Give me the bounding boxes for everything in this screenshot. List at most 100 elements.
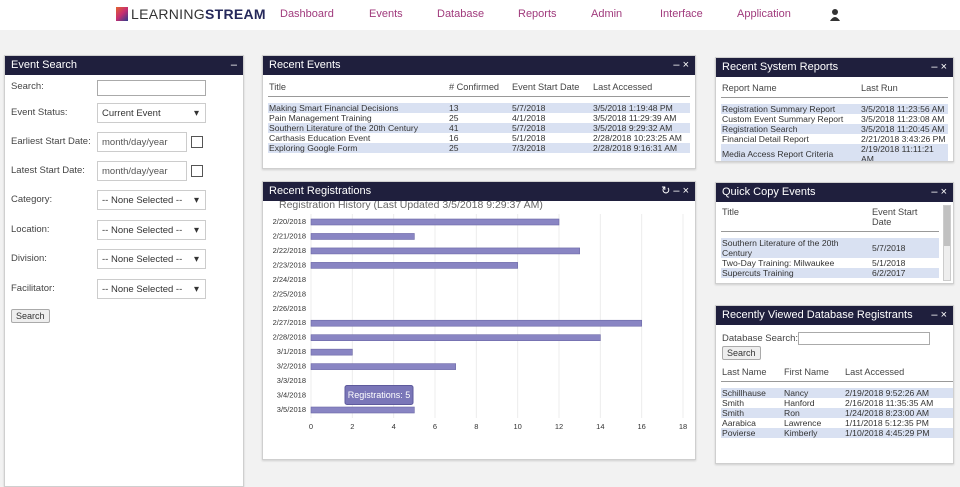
table-row[interactable]: Schillhause Nancy 2/19/2018 9:52:26 AM — [721, 388, 953, 398]
table-cell: 3/5/2018 1:19:48 PM — [592, 103, 690, 113]
table: Last Name First Name Last Accessed Schillha… — [721, 367, 953, 438]
user-icon[interactable] — [829, 8, 841, 21]
scrollbar[interactable] — [943, 205, 951, 281]
table-cell: Southern Literature of the 20th Century — [268, 123, 448, 133]
table-row[interactable]: Financial Detail Report 2/21/2018 3:43:26… — [721, 134, 948, 144]
bar — [310, 363, 456, 370]
column-header: Last Accessed — [844, 367, 953, 382]
system-reports-panel: Recent System Reports – × Report Name Last… — [715, 57, 954, 162]
table-cell: 4/1/2018 — [512, 113, 546, 123]
calendar-button[interactable] — [191, 165, 203, 177]
date-input[interactable]: month/day/year — [97, 161, 187, 181]
search-input[interactable] — [97, 80, 206, 96]
table-row[interactable]: Smith Ron 1/24/2018 8:23:00 AM — [721, 408, 953, 418]
panel-header: Event Search – — [5, 56, 243, 75]
panel-title: Recent Registrations — [269, 185, 372, 197]
header-row: Title # Confirmed Event Start Date Last Acc… — [268, 82, 690, 97]
table-cell: 5/1/2018 — [872, 258, 906, 268]
nav-link[interactable]: Reports — [518, 8, 557, 20]
event-search-panel: Event Search – Search: Event Status: Curren… — [4, 55, 244, 487]
recent-events-panel: Recent Events – × Title # Confirmed Event S… — [262, 55, 696, 169]
table-cell: Registration Summary Report — [721, 104, 860, 114]
table-row[interactable]: Smith Hanford 2/16/2018 11:35:35 AM — [721, 398, 953, 408]
field-label: Category: — [11, 194, 53, 205]
chart-title: Registration History (Last Updated 3/5/2… — [279, 201, 543, 211]
logo-text: LEARNING — [131, 6, 205, 22]
table-row[interactable]: Two-Day Training: Milwaukee 5/1/2018 — [721, 258, 939, 268]
table-row[interactable]: Southern Literature of the 20th Century 5… — [721, 238, 939, 258]
table-row[interactable]: Supercuts Training 6/2/2017 — [721, 268, 939, 278]
nav-link[interactable]: Events — [369, 8, 403, 20]
search-button[interactable]: Search — [722, 346, 761, 360]
table-cell: Nancy — [783, 388, 844, 398]
select[interactable]: -- None Selected -- — [97, 279, 206, 300]
table-cell: 3/5/2018 11:29:39 AM — [593, 113, 677, 123]
select[interactable]: -- None Selected -- — [97, 220, 206, 241]
table-cell: 41 — [448, 123, 511, 133]
date-input[interactable]: month/day/year — [97, 132, 187, 152]
table-cell: Exploring Google Form — [268, 143, 448, 153]
column-header: Last Accessed — [592, 82, 690, 97]
registrants-panel: Recently Viewed Database Registrants – × … — [715, 305, 954, 464]
panel-header: Recently Viewed Database Registrants – × — [716, 306, 953, 325]
table-row[interactable]: Registration Search 3/5/2018 11:20:45 AM — [721, 124, 948, 134]
y-tick-label: 2/25/2018 — [273, 289, 306, 298]
bar — [310, 348, 353, 356]
table-cell: Kimberly — [783, 428, 844, 438]
search-button[interactable]: Search — [11, 309, 50, 323]
table-row[interactable]: Carthasis Education Event 16 5/1/2018 2/28/… — [268, 133, 690, 143]
panel-title: Recent System Reports — [722, 61, 839, 73]
nav-link[interactable]: Database — [437, 8, 485, 20]
select[interactable]: -- None Selected -- — [97, 249, 206, 270]
y-tick-label: 2/27/2018 — [273, 318, 306, 327]
nav-link[interactable]: Admin — [591, 8, 623, 20]
bar — [310, 233, 415, 240]
table-cell: Aarabica — [722, 418, 756, 428]
table-row[interactable]: Pain Management Training 25 4/1/2018 3/5/20… — [268, 113, 690, 123]
field-label: Earliest Start Date: — [11, 136, 91, 147]
y-tick-label: 2/24/2018 — [273, 275, 306, 284]
search-input[interactable] — [798, 332, 930, 345]
panel-title: Quick Copy Events — [722, 186, 816, 198]
calendar-button[interactable] — [191, 136, 203, 148]
table-cell: 25 — [448, 143, 511, 153]
header-row: Report Name Last Run — [721, 83, 948, 98]
table-row[interactable]: Registration Summary Report 3/5/2018 11:2… — [721, 104, 948, 114]
y-tick-label: 2/22/2018 — [273, 246, 306, 255]
table-cell: 7/3/2018 — [511, 143, 592, 153]
table-row[interactable]: Southern Literature of the 20th Century 4… — [268, 123, 690, 133]
field-label: Event Status: — [11, 107, 68, 118]
scroll-thumb[interactable] — [944, 206, 950, 246]
logo[interactable]: LEARNINGSTREAM — [116, 6, 266, 22]
field-label: Latest Start Date: — [11, 165, 85, 176]
nav-link[interactable]: Application — [737, 8, 791, 20]
table-row[interactable]: Exploring Google Form 25 7/3/2018 2/28/2018… — [268, 143, 690, 153]
table-row[interactable]: Poviersе Kimberly 1/10/2018 4:45:29 PM — [721, 428, 953, 438]
table-cell: Custom Event Summary Report — [722, 114, 844, 124]
table-cell: 2/21/2018 3:43:26 PM — [861, 134, 946, 144]
table-cell: Media Access Report Criteria — [721, 144, 860, 161]
field-label: Division: — [11, 253, 47, 264]
select[interactable]: Current Event — [97, 103, 206, 124]
column-header: Last Name — [721, 367, 783, 382]
table-cell: Smith — [721, 408, 783, 418]
bar — [310, 218, 560, 226]
tooltip-box — [344, 385, 414, 406]
table-cell: 5/7/2018 — [511, 103, 592, 113]
table-cell: Making Smart Financial Decisions — [268, 103, 448, 113]
panel-title: Recent Events — [269, 59, 341, 71]
table-cell: 5/1/2018 — [512, 133, 546, 143]
nav-link[interactable]: Interface — [660, 8, 703, 20]
table-cell: 2/28/2018 9:16:31 AM — [592, 143, 690, 153]
nav-link[interactable]: Dashboard — [280, 8, 334, 20]
select[interactable]: -- None Selected -- — [97, 190, 206, 211]
panel-title: Event Search — [11, 59, 78, 71]
table-cell: 1/24/2018 8:23:00 AM — [844, 408, 953, 418]
table-row[interactable]: Custom Event Summary Report 3/5/2018 11:2… — [721, 114, 948, 124]
header-row: Title Event Start Date — [721, 207, 939, 232]
table-cell: 2/19/2018 11:11:21 AM — [860, 144, 948, 161]
table-row[interactable]: Media Access Report Criteria 2/19/2018 11… — [721, 144, 948, 161]
table-row[interactable]: Aarabica Lawrence 1/11/2018 5:12:35 PM — [721, 418, 953, 428]
table-cell: 5/7/2018 — [511, 123, 592, 133]
table-row[interactable]: Making Smart Financial Decisions 13 5/7/20… — [268, 103, 690, 113]
